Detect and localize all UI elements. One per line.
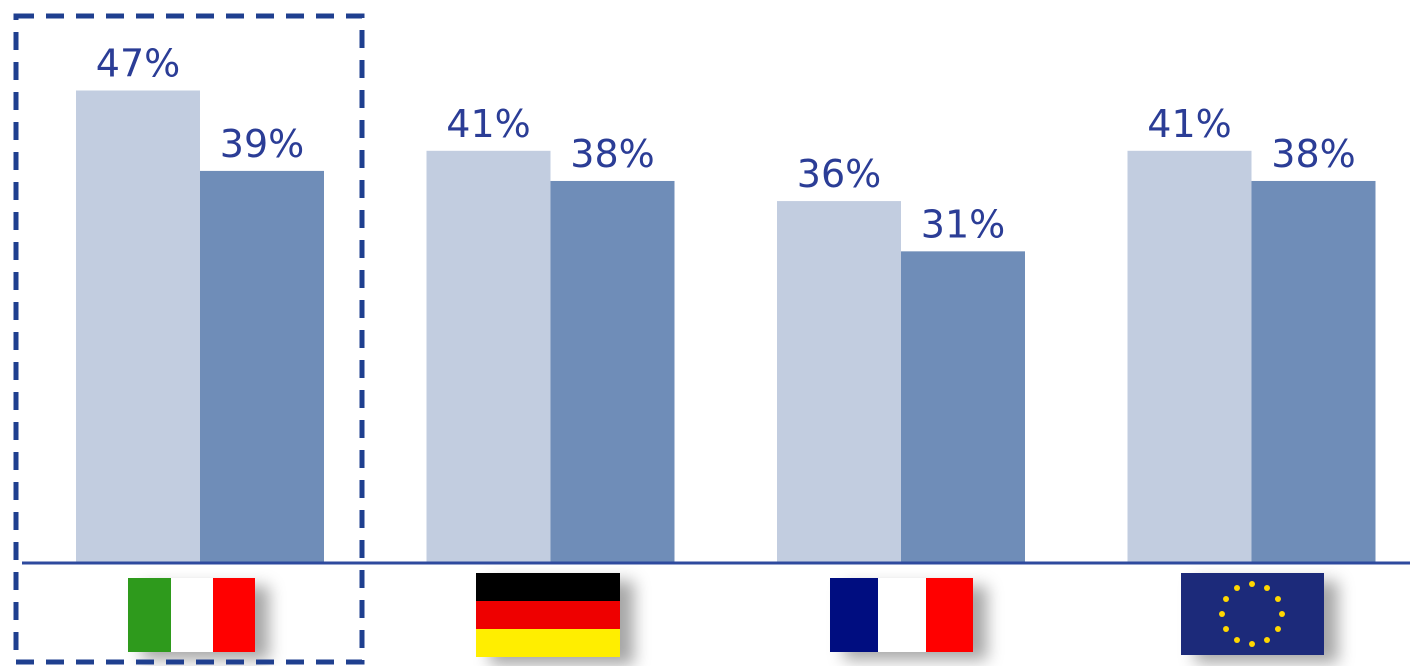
data-label: 41% <box>1147 102 1231 146</box>
data-label: 31% <box>921 202 1005 246</box>
data-label: 36% <box>797 152 881 196</box>
bar <box>550 180 675 563</box>
bar <box>200 170 324 564</box>
plot-area: 47% 41% 36% 41% 39% 38% 31% 38% <box>76 41 1376 564</box>
flag-eu <box>1181 573 1324 655</box>
star <box>1264 636 1270 643</box>
star <box>1249 641 1255 647</box>
bar <box>76 90 200 563</box>
flag-france <box>830 578 973 652</box>
star <box>1223 596 1230 602</box>
star <box>1274 626 1281 632</box>
star <box>1264 585 1270 592</box>
flag-italy <box>128 578 255 652</box>
data-label: 38% <box>1271 132 1355 176</box>
highlight-box <box>13 13 365 665</box>
star <box>1249 581 1255 587</box>
star <box>1279 611 1285 617</box>
star <box>1219 611 1225 617</box>
bar <box>777 201 901 564</box>
flag-germany <box>476 573 620 657</box>
data-label: 47% <box>96 41 180 85</box>
star <box>1234 585 1240 592</box>
data-label: 39% <box>220 122 304 166</box>
star <box>1274 596 1281 602</box>
star <box>1223 626 1230 632</box>
data-label: 41% <box>446 102 530 146</box>
bar <box>426 150 551 563</box>
bar <box>901 251 1025 563</box>
data-label: 38% <box>570 132 654 176</box>
star <box>1234 636 1240 643</box>
bar <box>1251 180 1376 563</box>
bar <box>1127 150 1252 563</box>
